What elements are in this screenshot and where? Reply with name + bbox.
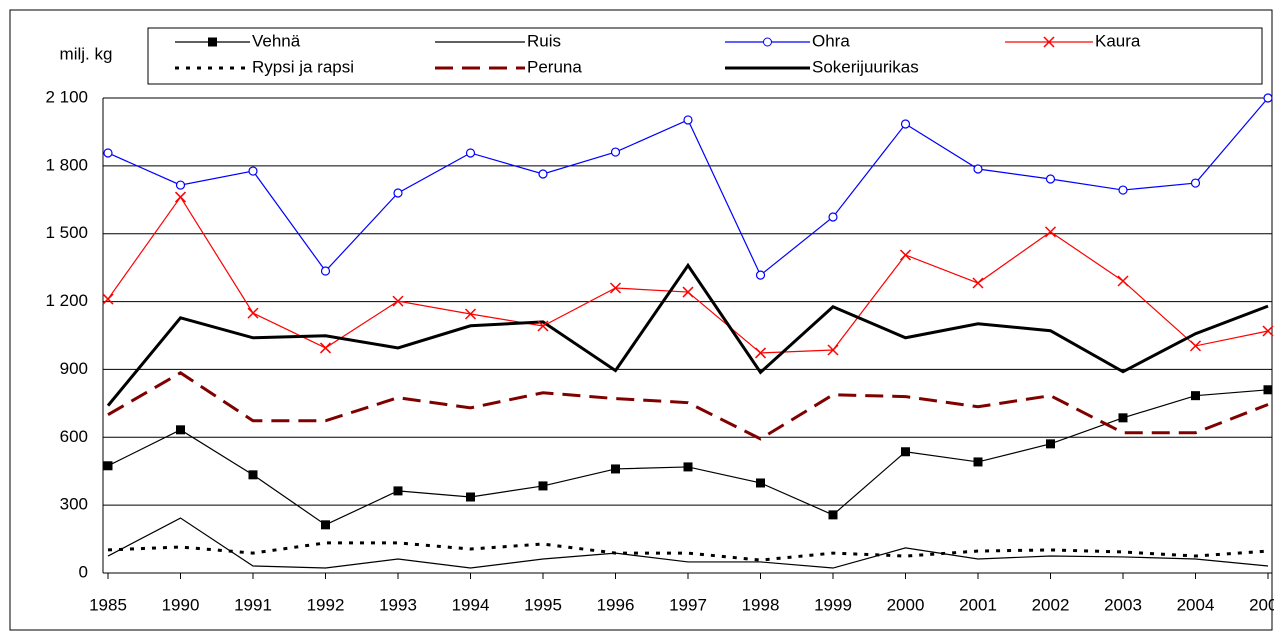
point xyxy=(682,286,694,298)
x-tick-label: 1996 xyxy=(597,595,635,614)
point xyxy=(1044,226,1057,238)
legend-box xyxy=(147,27,1263,85)
point xyxy=(320,266,331,276)
point xyxy=(683,115,693,125)
point xyxy=(176,425,185,435)
point xyxy=(756,478,765,488)
point xyxy=(538,169,548,179)
point xyxy=(321,520,330,530)
legend-label: Vehnä xyxy=(252,31,301,50)
point xyxy=(175,180,186,190)
x-tick-label: 2000 xyxy=(887,595,925,614)
y-tick-label: 300 xyxy=(60,495,88,514)
point xyxy=(102,293,114,305)
legend-marker xyxy=(1043,36,1055,48)
x-tick-label: 1999 xyxy=(814,595,852,614)
legend-label: Peruna xyxy=(527,57,582,76)
x-tick-label: 1998 xyxy=(742,595,780,614)
point xyxy=(248,470,258,480)
point xyxy=(247,307,259,319)
point xyxy=(611,464,620,474)
point xyxy=(828,212,838,222)
point xyxy=(1262,325,1274,337)
point xyxy=(103,461,113,471)
series-line xyxy=(107,195,1269,354)
series-line xyxy=(107,389,1269,526)
legend-label: Rypsi ja rapsi xyxy=(252,57,354,76)
point xyxy=(465,148,476,158)
point xyxy=(1118,413,1128,423)
point xyxy=(1117,275,1129,287)
y-tick-label: 1 200 xyxy=(45,291,88,310)
point xyxy=(973,457,983,467)
x-tick-label: 1985 xyxy=(89,595,127,614)
point xyxy=(827,344,839,356)
point xyxy=(464,308,477,320)
point xyxy=(1190,178,1201,188)
series-line xyxy=(107,97,1269,277)
point xyxy=(755,270,766,280)
point xyxy=(393,188,403,198)
legend-label: Ruis xyxy=(527,31,561,50)
x-tick-label: 2002 xyxy=(1032,595,1070,614)
x-tick-label: 2005 xyxy=(1249,595,1274,614)
point xyxy=(248,166,258,176)
series-line xyxy=(107,541,1269,562)
legend-marker xyxy=(208,37,217,47)
point xyxy=(537,320,549,332)
x-tick-label: 1994 xyxy=(452,595,490,614)
point xyxy=(466,492,475,502)
point xyxy=(899,249,912,261)
y-tick-label: 1 500 xyxy=(45,223,88,242)
point xyxy=(1046,439,1055,449)
y-tick-label: 600 xyxy=(60,427,88,446)
legend-marker xyxy=(763,37,772,47)
y-axis-label: milj. kg xyxy=(60,44,113,63)
point xyxy=(1191,391,1200,401)
y-tick-label: 900 xyxy=(60,359,88,378)
point xyxy=(900,119,911,129)
point xyxy=(1189,340,1202,352)
x-tick-label: 2004 xyxy=(1177,595,1215,614)
series-line xyxy=(107,517,1269,569)
point xyxy=(683,462,693,472)
x-tick-label: 2003 xyxy=(1104,595,1142,614)
point xyxy=(1263,385,1273,395)
x-tick-label: 1995 xyxy=(524,595,562,614)
legend-label: Sokerijuurikas xyxy=(812,57,919,76)
x-tick-label: 1990 xyxy=(162,595,200,614)
y-tick-label: 0 xyxy=(79,562,88,581)
y-tick-label: 2 100 xyxy=(45,87,88,106)
point xyxy=(754,347,767,359)
series-line xyxy=(106,262,1269,407)
point xyxy=(319,342,332,354)
point xyxy=(973,164,983,174)
x-tick-label: 1992 xyxy=(307,595,345,614)
point xyxy=(972,277,984,289)
legend-label: Ohra xyxy=(812,31,850,50)
point xyxy=(901,447,910,457)
point xyxy=(828,510,838,520)
point xyxy=(538,481,548,491)
point xyxy=(610,147,621,157)
point xyxy=(609,282,622,294)
series-line xyxy=(107,371,1269,441)
y-tick-label: 1 800 xyxy=(45,155,88,174)
point xyxy=(103,148,113,158)
point xyxy=(1263,93,1273,103)
legend-label: Kaura xyxy=(1095,31,1141,50)
x-tick-label: 1997 xyxy=(669,595,707,614)
x-tick-label: 1991 xyxy=(234,595,272,614)
point xyxy=(1045,174,1056,184)
point xyxy=(174,191,187,203)
x-tick-label: 1993 xyxy=(379,595,417,614)
point xyxy=(393,486,403,496)
x-tick-label: 2001 xyxy=(959,595,997,614)
point xyxy=(392,295,404,307)
point xyxy=(1118,185,1128,195)
chart-frame xyxy=(9,9,1273,631)
